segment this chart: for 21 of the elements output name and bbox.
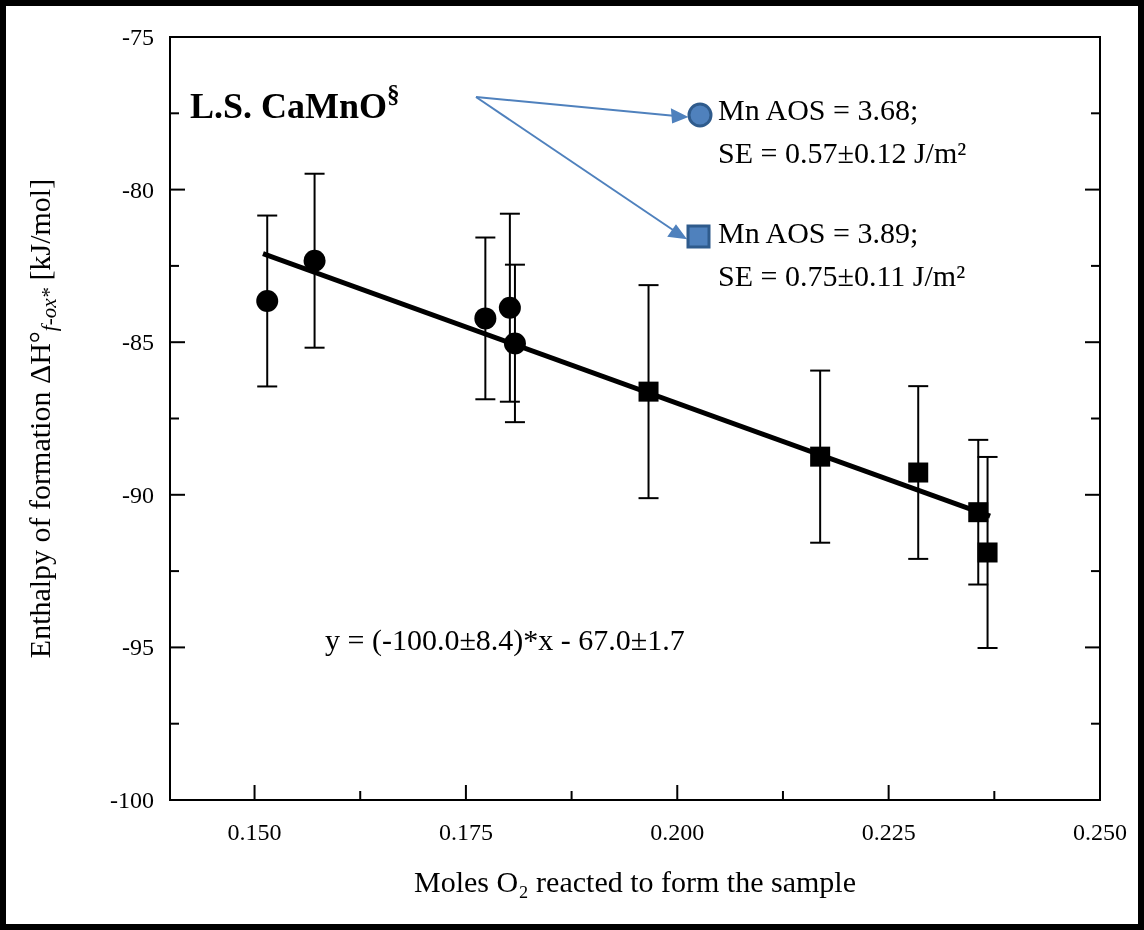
y-tick-label: -95 <box>122 634 154 661</box>
x-tick-label: 0.200 <box>650 819 705 845</box>
annotation: y = (-100.0±8.4)*x - 67.0±1.7 <box>325 623 685 657</box>
x-axis-title: Moles O₂ reacted to form the sample <box>414 865 856 898</box>
y-tick-label: -90 <box>122 481 154 508</box>
x-tick-label: 0.175 <box>438 819 493 845</box>
x-tick-label: 0.250 <box>1073 819 1127 845</box>
point <box>303 249 326 272</box>
x-tick-label: 0.150 <box>227 819 282 845</box>
y-tick-label: -80 <box>122 176 154 203</box>
point <box>977 542 998 563</box>
point <box>256 290 279 312</box>
point <box>908 462 929 483</box>
annotation: Mn AOS = 3.89; SE = 0.75±0.11 J/m² <box>718 216 966 292</box>
y-tick-label: -85 <box>122 329 154 356</box>
x-tick-label: 0.225 <box>861 819 916 845</box>
annotation: L.S. CaMnO$^{§}$ <box>190 80 400 126</box>
point <box>474 307 497 330</box>
annotation: Mn AOS = 3.68; SE = 0.57±0.12 J/m² <box>718 93 967 169</box>
y-tick-label: -100 <box>110 787 154 813</box>
y-tick-label: -75 <box>122 24 154 50</box>
